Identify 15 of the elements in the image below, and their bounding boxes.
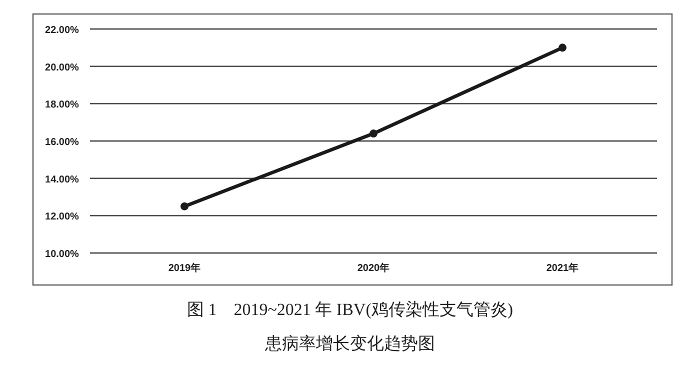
y-tick-label: 20.00% [45, 62, 80, 74]
text: 患病率增长变化趋势图 [264, 334, 435, 353]
y-tick-label: 12.00% [45, 212, 80, 223]
text: 图 1 2019~2021 年 IBV(鸡传染性支气管炎) [186, 300, 514, 319]
x-tick-label: 2019年 [168, 262, 201, 274]
x-tick-label: 2021年 [546, 262, 579, 274]
y-tick-label: 18.00% [45, 100, 80, 111]
y-tick-label: 16.00% [45, 137, 80, 148]
y-tick-label: 10.00% [45, 249, 80, 260]
point [558, 44, 566, 52]
x-tick-label: 2020年 [357, 262, 390, 274]
y-tick-label: 14.00% [45, 174, 80, 186]
point [180, 202, 188, 210]
point [370, 130, 378, 138]
y-tick-label: 22.00% [45, 25, 80, 36]
